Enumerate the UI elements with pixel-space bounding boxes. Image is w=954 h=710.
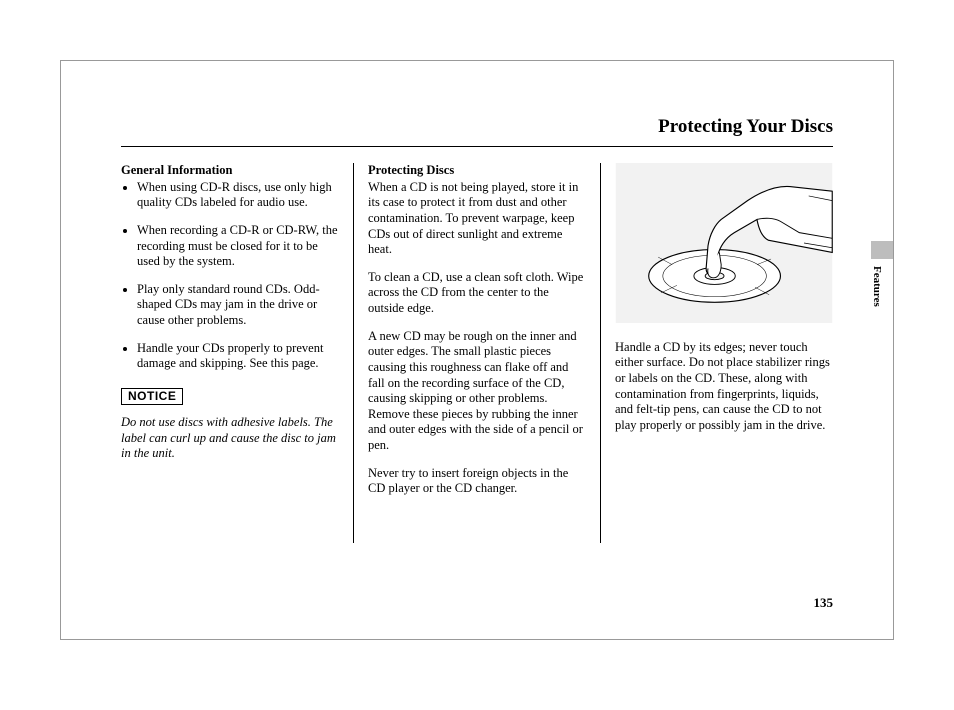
column-1: General Information When using CD-R disc… [121,163,353,543]
page-number: 135 [814,595,834,611]
hand-cd-illustration [615,163,833,323]
content-columns: General Information When using CD-R disc… [121,163,833,543]
notice-text: Do not use discs with adhesive labels. T… [121,415,339,462]
col1-bullet-list: When using CD-R discs, use only high qua… [121,180,339,372]
page-title: Protecting Your Discs [658,116,833,138]
section-tab [871,241,893,259]
notice-label-box: NOTICE [121,388,183,405]
paragraph: Never try to insert foreign objects in t… [368,466,586,497]
list-item: When using CD-R discs, use only high qua… [137,180,339,211]
paragraph: Handle a CD by its edges; never touch ei… [615,340,833,434]
paragraph: To clean a CD, use a clean soft cloth. W… [368,270,586,317]
paragraph: When a CD is not being played, store it … [368,180,586,258]
list-item: Handle your CDs properly to prevent dama… [137,341,339,372]
title-rule [121,146,833,147]
section-tab-label: Features [871,266,883,307]
paragraph: A new CD may be rough on the inner and o… [368,329,586,454]
column-3: Handle a CD by its edges; never touch ei… [600,163,833,543]
page-frame: Protecting Your Discs General Informatio… [60,60,894,640]
list-item: When recording a CD-R or CD-RW, the reco… [137,223,339,270]
col2-heading: Protecting Discs [368,163,586,179]
col1-heading: General Information [121,163,339,179]
list-item: Play only standard round CDs. Odd-shaped… [137,282,339,329]
column-2: Protecting Discs When a CD is not being … [353,163,600,543]
